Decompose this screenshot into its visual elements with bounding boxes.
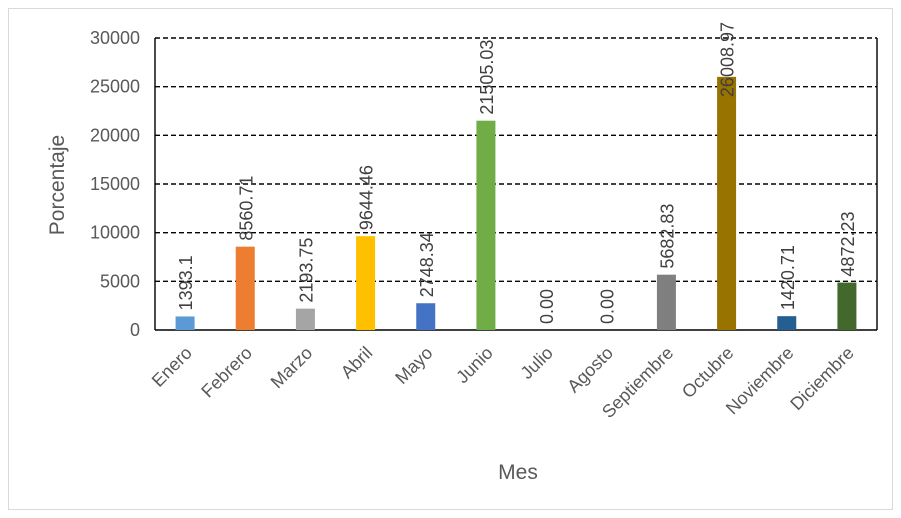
x-tick-label: Mayo: [391, 343, 436, 388]
x-tick-label: Octubre: [678, 343, 737, 402]
data-label: 2193.75: [296, 238, 316, 303]
bar-abril: [356, 236, 376, 330]
y-tick-label: 25000: [90, 77, 140, 97]
y-tick-label: 30000: [90, 28, 140, 48]
y-tick-label: 15000: [90, 174, 140, 194]
data-label: 1393.1: [176, 255, 196, 310]
data-labels: 1393.1 8560.71 2193.75 9644.46 2748.34 21505.…: [176, 22, 858, 324]
x-tick-label: Marzo: [267, 343, 317, 393]
y-tick-label: 10000: [90, 223, 140, 243]
x-axis-title: Mes: [498, 461, 538, 484]
data-label: 2748.34: [417, 232, 437, 297]
bar-noviembre: [777, 316, 797, 330]
bar-septiembre: [656, 274, 676, 330]
bars: [175, 76, 857, 330]
data-label: 0.00: [537, 289, 557, 324]
x-tick-label: Julio: [517, 343, 557, 383]
bar-mayo: [416, 303, 436, 330]
x-tick-label: Enero: [148, 343, 196, 391]
data-label: 26008.97: [718, 22, 738, 97]
data-label: 8560.71: [236, 176, 256, 241]
bar-febrero: [235, 246, 255, 330]
y-tick-labels: 0 5000 10000 15000 20000 25000 30000: [90, 28, 140, 340]
x-tick-label: Junio: [452, 343, 497, 388]
bar-enero: [175, 316, 195, 330]
data-label: 0.00: [597, 289, 617, 324]
data-label: 9644.46: [357, 165, 377, 230]
data-label: 21505.03: [477, 40, 497, 115]
y-tick-label: 0: [130, 320, 140, 340]
data-label: 1420.71: [778, 245, 798, 310]
bar-octubre: [717, 76, 737, 330]
data-label: 5682.83: [657, 204, 677, 269]
bar-diciembre: [837, 282, 857, 330]
x-tick-label: Agosto: [563, 343, 617, 397]
x-tick-label: Abril: [337, 343, 377, 383]
x-tick-labels: Enero Febrero Marzo Abril Mayo Junio Julio Agos…: [148, 343, 858, 422]
x-tick-label: Febrero: [197, 343, 256, 402]
y-tick-label: 5000: [100, 271, 140, 291]
bar-marzo: [295, 308, 315, 330]
y-tick-label: 20000: [90, 125, 140, 145]
data-label: 4872.23: [838, 211, 858, 276]
gridlines: [154, 37, 878, 331]
x-tick-label: Diciembre: [786, 343, 857, 414]
y-axis-title: Porcentaje: [46, 135, 69, 235]
bar-junio: [476, 120, 496, 330]
